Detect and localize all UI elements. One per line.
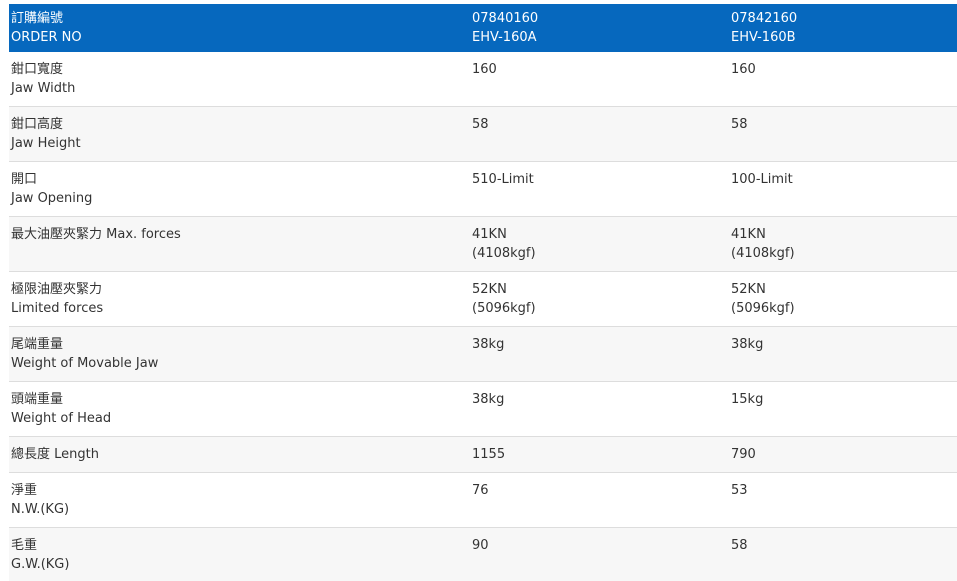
label-cell: 頭端重量 Weight of Head bbox=[9, 382, 470, 436]
value-cell-a: 1155 bbox=[470, 437, 729, 472]
value-a: 38kg bbox=[472, 337, 505, 352]
value-a-line2: (4108kgf) bbox=[472, 246, 536, 261]
value-a-line2: (5096kgf) bbox=[472, 301, 536, 316]
value-cell-a: 38kg bbox=[470, 382, 729, 436]
label-cell: 極限油壓夾緊力 Limited forces bbox=[9, 272, 470, 326]
row-label-zh: 最大油壓夾緊力 Max. forces bbox=[11, 227, 181, 242]
value-cell-b: 100-Limit bbox=[729, 162, 957, 216]
spec-table: 訂購編號 ORDER NO 07840160 EHV-160A 07842160… bbox=[9, 4, 957, 581]
label-cell: 開口 Jaw Opening bbox=[9, 162, 470, 216]
row-label-en: Jaw Height bbox=[11, 136, 81, 151]
row-label-zh: 鉗口高度 bbox=[11, 117, 64, 132]
table-header-row: 訂購編號 ORDER NO 07840160 EHV-160A 07842160… bbox=[9, 4, 957, 52]
row-gross-weight: 毛重 G.W.(KG) 90 58 bbox=[9, 528, 957, 581]
value-b: 15kg bbox=[731, 392, 764, 407]
header-product-a-cell: 07840160 EHV-160A bbox=[470, 4, 729, 52]
value-b: 160 bbox=[731, 62, 756, 77]
product-a-model: EHV-160A bbox=[472, 30, 537, 45]
value-b: 52KN bbox=[731, 282, 766, 297]
label-cell: 總長度 Length bbox=[9, 437, 470, 472]
value-b: 790 bbox=[731, 447, 756, 462]
value-b: 100-Limit bbox=[731, 172, 793, 187]
value-cell-a: 58 bbox=[470, 107, 729, 161]
row-jaw-height: 鉗口高度 Jaw Height 58 58 bbox=[9, 107, 957, 162]
value-cell-a: 41KN (4108kgf) bbox=[470, 217, 729, 271]
value-a: 38kg bbox=[472, 392, 505, 407]
row-label-en: Jaw Opening bbox=[11, 191, 93, 206]
row-label-en: Jaw Width bbox=[11, 81, 76, 96]
value-b: 38kg bbox=[731, 337, 764, 352]
value-b: 53 bbox=[731, 483, 748, 498]
value-cell-a: 38kg bbox=[470, 327, 729, 381]
row-label-zh: 頭端重量 bbox=[11, 392, 64, 407]
value-a: 1155 bbox=[472, 447, 506, 462]
value-cell-b: 53 bbox=[729, 473, 957, 527]
value-b-line2: (5096kgf) bbox=[731, 301, 795, 316]
label-cell: 最大油壓夾緊力 Max. forces bbox=[9, 217, 470, 271]
row-label-en: Weight of Head bbox=[11, 411, 112, 426]
row-weight-of-head: 頭端重量 Weight of Head 38kg 15kg bbox=[9, 382, 957, 437]
row-label-zh: 開口 bbox=[11, 172, 38, 187]
value-cell-b: 38kg bbox=[729, 327, 957, 381]
row-jaw-width: 鉗口寬度 Jaw Width 160 160 bbox=[9, 52, 957, 107]
value-b-line2: (4108kgf) bbox=[731, 246, 795, 261]
value-cell-b: 58 bbox=[729, 107, 957, 161]
value-a: 510-Limit bbox=[472, 172, 534, 187]
product-a-order-no: 07840160 bbox=[472, 11, 539, 26]
value-cell-b: 41KN (4108kgf) bbox=[729, 217, 957, 271]
value-b: 58 bbox=[731, 538, 748, 553]
row-label-zh: 鉗口寬度 bbox=[11, 62, 64, 77]
value-cell-b: 58 bbox=[729, 528, 957, 581]
value-a: 76 bbox=[472, 483, 489, 498]
row-limited-forces: 極限油壓夾緊力 Limited forces 52KN (5096kgf) 52… bbox=[9, 272, 957, 327]
value-cell-a: 52KN (5096kgf) bbox=[470, 272, 729, 326]
value-a: 160 bbox=[472, 62, 497, 77]
label-cell: 毛重 G.W.(KG) bbox=[9, 528, 470, 581]
product-b-order-no: 07842160 bbox=[731, 11, 798, 26]
row-label-zh: 尾端重量 bbox=[11, 337, 64, 352]
row-weight-of-movable-jaw: 尾端重量 Weight of Movable Jaw 38kg 38kg bbox=[9, 327, 957, 382]
row-label-zh: 極限油壓夾緊力 bbox=[11, 282, 103, 297]
row-max-forces: 最大油壓夾緊力 Max. forces 41KN (4108kgf) 41KN … bbox=[9, 217, 957, 272]
row-jaw-opening: 開口 Jaw Opening 510-Limit 100-Limit bbox=[9, 162, 957, 217]
header-product-b-cell: 07842160 EHV-160B bbox=[729, 4, 957, 52]
label-cell: 尾端重量 Weight of Movable Jaw bbox=[9, 327, 470, 381]
row-label-en: Limited forces bbox=[11, 301, 104, 316]
header-label-cell: 訂購編號 ORDER NO bbox=[9, 4, 470, 52]
row-label-zh: 淨重 bbox=[11, 483, 38, 498]
product-b-model: EHV-160B bbox=[731, 30, 796, 45]
label-cell: 鉗口高度 Jaw Height bbox=[9, 107, 470, 161]
row-net-weight: 淨重 N.W.(KG) 76 53 bbox=[9, 473, 957, 528]
row-label-en: N.W.(KG) bbox=[11, 502, 70, 517]
value-cell-a: 510-Limit bbox=[470, 162, 729, 216]
value-cell-b: 52KN (5096kgf) bbox=[729, 272, 957, 326]
value-a: 90 bbox=[472, 538, 489, 553]
value-cell-b: 160 bbox=[729, 52, 957, 106]
row-label-en: G.W.(KG) bbox=[11, 557, 70, 572]
row-label-zh: 毛重 bbox=[11, 538, 38, 553]
row-label-zh: 總長度 Length bbox=[11, 447, 99, 462]
header-label-en: ORDER NO bbox=[11, 30, 82, 45]
label-cell: 淨重 N.W.(KG) bbox=[9, 473, 470, 527]
value-a: 58 bbox=[472, 117, 489, 132]
value-b: 41KN bbox=[731, 227, 766, 242]
row-label-en: Weight of Movable Jaw bbox=[11, 356, 159, 371]
value-cell-b: 790 bbox=[729, 437, 957, 472]
value-a: 41KN bbox=[472, 227, 507, 242]
value-cell-a: 76 bbox=[470, 473, 729, 527]
value-cell-a: 90 bbox=[470, 528, 729, 581]
header-label-zh: 訂購編號 bbox=[11, 11, 64, 26]
value-cell-b: 15kg bbox=[729, 382, 957, 436]
label-cell: 鉗口寬度 Jaw Width bbox=[9, 52, 470, 106]
value-cell-a: 160 bbox=[470, 52, 729, 106]
value-a: 52KN bbox=[472, 282, 507, 297]
row-length: 總長度 Length 1155 790 bbox=[9, 437, 957, 473]
value-b: 58 bbox=[731, 117, 748, 132]
